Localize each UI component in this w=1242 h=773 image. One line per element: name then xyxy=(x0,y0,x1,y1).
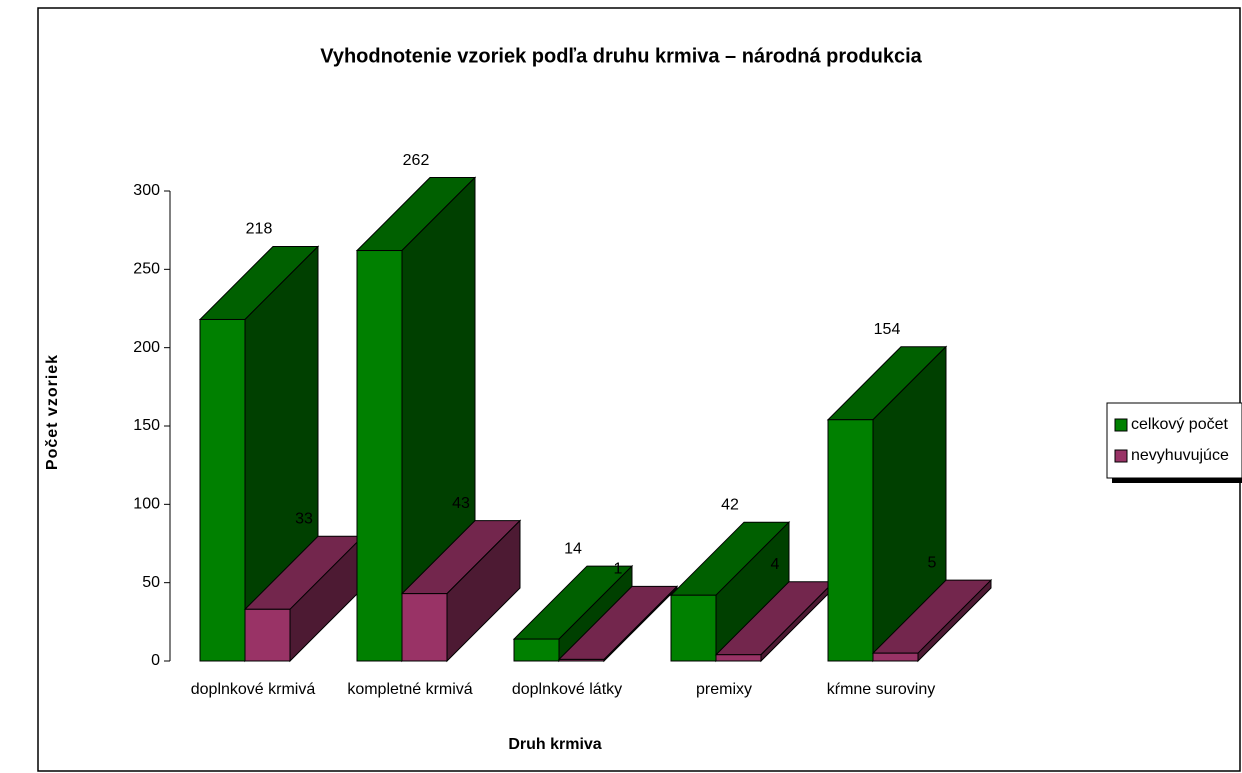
value-label: 42 xyxy=(721,496,739,513)
legend-label: nevyhuvujúce xyxy=(1131,447,1229,464)
value-label: 14 xyxy=(564,540,582,557)
x-tick-label: premixy xyxy=(696,681,752,698)
bar xyxy=(356,250,403,662)
legend xyxy=(1106,402,1242,479)
legend-label: celkový počet xyxy=(1131,416,1228,433)
legend-swatch xyxy=(1114,418,1128,432)
value-label: 154 xyxy=(874,321,901,338)
y-tick-label: 150 xyxy=(133,417,160,434)
y-tick-label: 300 xyxy=(133,182,160,199)
x-tick-label: kompletné krmivá xyxy=(347,681,472,698)
chart-title: Vyhodnotenie vzoriek podľa druhu krmiva … xyxy=(320,45,922,67)
bar xyxy=(670,594,717,662)
value-label: 5 xyxy=(928,554,937,571)
y-axis-label: Počet vzoriek xyxy=(44,354,61,470)
value-label: 33 xyxy=(295,511,313,528)
bar xyxy=(199,318,246,662)
bar xyxy=(244,608,291,662)
x-tick-label: doplnkové látky xyxy=(512,681,622,698)
bar xyxy=(715,654,762,662)
legend-swatch xyxy=(1114,449,1128,463)
y-tick-label: 50 xyxy=(142,574,160,591)
y-tick-label: 100 xyxy=(133,496,160,513)
y-tick-label: 250 xyxy=(133,261,160,278)
value-label: 43 xyxy=(452,495,470,512)
value-label: 218 xyxy=(246,221,273,238)
x-axis-label: Druh krmiva xyxy=(508,736,601,753)
bar xyxy=(872,652,919,662)
y-tick-label: 200 xyxy=(133,339,160,356)
x-tick-label: doplnkové krmivá xyxy=(191,681,316,698)
bar xyxy=(513,638,560,662)
value-label: 4 xyxy=(771,556,780,573)
value-label: 262 xyxy=(403,152,430,169)
value-label: 1 xyxy=(614,561,623,578)
x-tick-label: kŕmne suroviny xyxy=(827,681,935,698)
bar xyxy=(827,419,874,662)
bar xyxy=(401,593,448,662)
y-tick-label: 0 xyxy=(151,652,160,669)
bar xyxy=(558,658,605,662)
